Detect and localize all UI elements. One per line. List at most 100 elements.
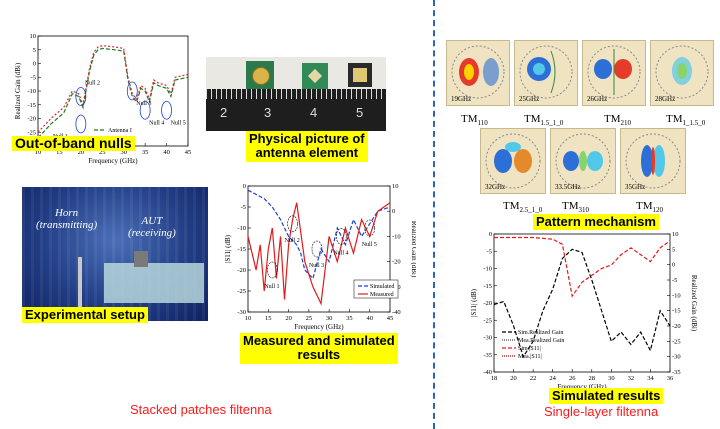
series-line-0 <box>493 248 671 359</box>
null-label-3: Null 3 <box>309 263 324 269</box>
x-tick-label: 18 <box>491 375 498 382</box>
ruler-number-3: 3 <box>264 105 272 120</box>
null-label-5: Null 5 <box>362 242 377 248</box>
simulated-results-chart-panel: 18 20 22 24 26 28 30 32 34 36 0 -5 -10 -15 -20 -25 -30 -3… <box>466 230 698 391</box>
y-tick-label: 0 <box>243 183 246 190</box>
y2-tick-label: -20 <box>672 323 681 330</box>
y-tick-label: -10 <box>27 88 36 95</box>
mode-image-26ghz: 26GHz <box>582 40 646 106</box>
ruler-ticks <box>206 89 386 99</box>
null-marker-2 <box>287 215 298 233</box>
x-tick-label: 24 <box>549 375 556 382</box>
antenna-with-connector <box>246 61 274 89</box>
mode-label-tm210: TM210 <box>604 113 631 128</box>
y-tick-label: -10 <box>483 266 492 273</box>
y-tick-label: -5 <box>487 248 492 255</box>
y-tick-label: -20 <box>237 267 246 274</box>
legend-label-2: Sim.|S11| <box>518 346 541 352</box>
y2-tick-label: -10 <box>392 233 401 240</box>
x-tick-label: 34 <box>647 375 654 382</box>
measured-simulated-chart-panel: 10 15 20 25 30 35 40 45 0 -5 -10 -15 -20 -25 -30 10 0 -10… <box>222 180 418 332</box>
mode-label-tm310: TM310 <box>562 200 589 215</box>
null-label-1: Null 1 <box>264 284 279 290</box>
aut-label: AUT (receiving) <box>128 215 176 239</box>
series-line-0 <box>37 47 189 139</box>
y-tick-label: -40 <box>483 369 492 376</box>
y-tick-label: -30 <box>237 309 246 316</box>
x-tick-label: 25 <box>306 315 313 322</box>
x-tick-label: 26 <box>569 375 576 382</box>
x-tick-label: 20 <box>285 315 292 322</box>
x-tick-label: 20 <box>510 375 517 382</box>
single-layer-title: Single-layer filtenna <box>544 404 659 419</box>
x-tick-label: 40 <box>366 315 373 322</box>
series-line-1 <box>247 202 391 306</box>
null-label-5: Null 5 <box>171 120 186 126</box>
mode-label-tm120: TM120 <box>636 200 663 215</box>
null-label-2: Null 2 <box>285 238 300 244</box>
y-tick-label: 5 <box>33 47 36 54</box>
x-tick-label: 40 <box>163 149 170 156</box>
null-marker-3 <box>126 81 138 101</box>
y2-tick-label: -10 <box>672 292 681 299</box>
y-tick-label: -15 <box>27 102 36 109</box>
x-tick-label: 10 <box>35 149 42 156</box>
ruler-number-2: 2 <box>220 105 228 120</box>
y-tick-label: -5 <box>241 204 246 211</box>
legend-label-0: Sim.Realized Gain <box>518 330 563 336</box>
legend-label-1: Measured <box>370 292 394 298</box>
pattern-mechanism-label: Pattern mechanism <box>533 214 659 231</box>
y2-tick-label: -25 <box>672 338 681 345</box>
x-tick-label: 15 <box>56 149 63 156</box>
stacked-patches-title: Stacked patches filtenna <box>130 402 272 417</box>
divider <box>433 0 435 429</box>
null-label-4: Null 4 <box>333 250 348 256</box>
mode-image-35ghz: 35GHz <box>620 128 686 194</box>
x-axis-label: Frequency (GHz) <box>294 323 344 331</box>
y-tick-label: -25 <box>237 288 246 295</box>
aut-fixture <box>134 251 148 267</box>
y-axis-label: Realized Gain (dBi) <box>14 62 22 119</box>
y2-axis-label: Realized Gain (dBi) <box>690 275 698 332</box>
x-tick-label: 45 <box>185 149 192 156</box>
x-tick-label: 30 <box>120 149 127 156</box>
physical-picture-label: Physical picture of antenna element <box>246 131 368 162</box>
y2-tick-label: 10 <box>672 231 679 238</box>
y-tick-label: 0 <box>489 231 492 238</box>
mode-image-19ghz: 19GHz <box>446 40 510 106</box>
y2-tick-label: 0 <box>672 262 675 269</box>
simulated-results-chart: 18 20 22 24 26 28 30 32 34 36 0 -5 -10 -15 -20 -25 -30 -3… <box>470 231 698 391</box>
legend-label-1: Mea.Realized Gain <box>518 338 564 344</box>
experimental-setup-label: Experimental setup <box>22 307 148 324</box>
legend-label-0: Antenna I <box>108 128 132 134</box>
experimental-setup-photo: Horn (transmitting) AUT (receiving) <box>22 187 208 321</box>
out-of-band-label: Out-of-band nulls <box>12 135 135 152</box>
null-label-4: Null 4 <box>149 120 164 126</box>
y-tick-label: -35 <box>483 352 492 359</box>
legend-label-0: Simulated <box>370 284 394 290</box>
y-tick-label: -20 <box>27 116 36 123</box>
x-tick-label: 28 <box>589 375 596 382</box>
mode-label-tm1.5-1-0: TM1.5_1_0 <box>524 113 564 128</box>
x-axis-label: Frequency (GHz) <box>88 157 138 165</box>
antenna-top-layer <box>302 63 328 89</box>
y-tick-label: -20 <box>483 300 492 307</box>
null-marker-1 <box>267 261 278 279</box>
null-label-3: Null 3 <box>136 101 151 107</box>
x-tick-label: 35 <box>346 315 353 322</box>
y2-tick-label: -5 <box>672 277 677 284</box>
y-tick-label: -15 <box>483 283 492 290</box>
null-marker-1 <box>75 114 87 134</box>
y-tick-label: -25 <box>27 129 36 136</box>
mode-label-tm2.5-1-0: TM2.5_1_0 <box>503 200 543 215</box>
mode-label-tm1-1.5-0: TM1_1.5_0 <box>666 113 706 128</box>
x-tick-label: 36 <box>667 375 674 382</box>
y2-tick-label: 5 <box>672 246 675 253</box>
y-tick-label: -10 <box>237 225 246 232</box>
y-tick-label: -30 <box>483 335 492 342</box>
null-marker-5 <box>161 100 172 120</box>
y-tick-label: -5 <box>31 74 36 81</box>
y2-tick-label: -15 <box>672 308 681 315</box>
y-tick-label: 10 <box>30 33 37 40</box>
x-tick-label: 15 <box>265 315 272 322</box>
